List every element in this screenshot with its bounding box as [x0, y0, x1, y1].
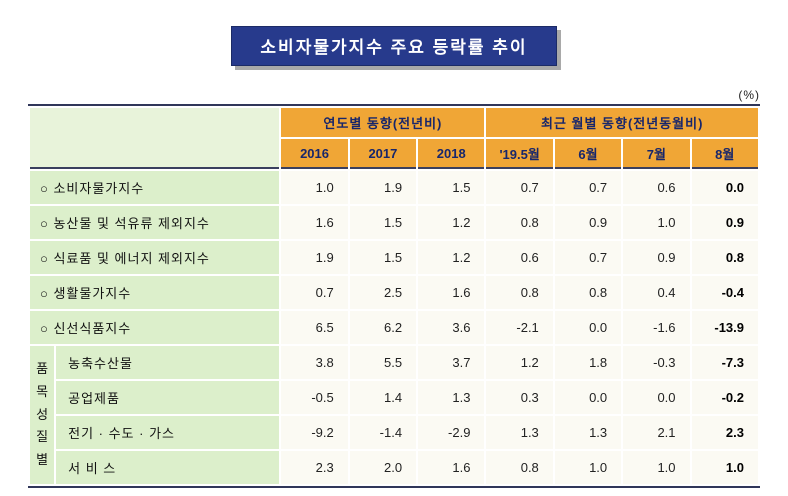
table-row-excl-food-energy: ○ 식료품 및 에너지 제외지수 1.9 1.5 1.2 0.6 0.7 0.9… — [30, 241, 758, 274]
value-cell: 3.6 — [418, 311, 485, 344]
col-group-year: 연도별 동향(전년비) — [281, 108, 485, 137]
col-header-2017: 2017 — [349, 139, 417, 169]
value-cell: 0.9 — [554, 206, 622, 239]
value-cell: 3.8 — [281, 346, 348, 379]
col-group-month: 최근 월별 동향(전년동월비) — [486, 108, 758, 137]
col-header-2016: 2016 — [281, 139, 348, 169]
value-cell: 0.7 — [281, 276, 348, 309]
value-cell: -9.2 — [281, 416, 348, 449]
value-cell: 2.5 — [349, 276, 417, 309]
value-cell: 1.9 — [281, 241, 348, 274]
value-cell: 2.3 — [281, 451, 348, 484]
value-cell: 1.0 — [281, 171, 348, 204]
value-cell: -0.4 — [691, 276, 758, 309]
value-cell: -2.1 — [486, 311, 553, 344]
value-cell: 0.9 — [691, 206, 758, 239]
value-cell: 1.6 — [418, 451, 485, 484]
value-cell: 0.7 — [486, 171, 553, 204]
value-cell: 1.3 — [554, 416, 622, 449]
value-cell: 0.0 — [554, 311, 622, 344]
value-cell: 2.1 — [623, 416, 690, 449]
value-cell: 1.2 — [418, 206, 485, 239]
unit-label: (%) — [738, 88, 760, 102]
row-label: 공업제품 — [56, 381, 280, 414]
value-cell: 1.8 — [554, 346, 622, 379]
value-cell: -7.3 — [691, 346, 758, 379]
row-label: 전기 · 수도 · 가스 — [56, 416, 280, 449]
value-cell: 0.0 — [623, 381, 690, 414]
value-cell: -1.6 — [623, 311, 690, 344]
value-cell: 0.8 — [486, 276, 553, 309]
row-label: 서 비 스 — [56, 451, 280, 484]
value-cell: 0.6 — [486, 241, 553, 274]
row-label: ○ 식료품 및 에너지 제외지수 — [30, 241, 280, 274]
value-cell: 0.7 — [554, 171, 622, 204]
header-group-row: 연도별 동향(전년비) 최근 월별 동향(전년동월비) — [30, 108, 758, 169]
value-cell: 0.8 — [554, 276, 622, 309]
row-label: ○ 농산물 및 석유류 제외지수 — [30, 206, 280, 239]
value-cell: -1.4 — [349, 416, 417, 449]
value-cell: -13.9 — [691, 311, 758, 344]
corner-cell — [30, 108, 280, 169]
table-row-industrial: 공업제품 -0.5 1.4 1.3 0.3 0.0 0.0 -0.2 — [30, 381, 758, 414]
value-cell: 1.0 — [691, 451, 758, 484]
col-header-aug: 8월 — [691, 139, 758, 169]
value-cell: 1.2 — [486, 346, 553, 379]
value-cell: 0.0 — [554, 381, 622, 414]
table-row-excl-agri-oil: ○ 농산물 및 석유류 제외지수 1.6 1.5 1.2 0.8 0.9 1.0… — [30, 206, 758, 239]
value-cell: -0.5 — [281, 381, 348, 414]
col-header-jul: 7월 — [623, 139, 690, 169]
row-label: 농축수산물 — [56, 346, 280, 379]
table-row-utilities: 전기 · 수도 · 가스 -9.2 -1.4 -2.9 1.3 1.3 2.1 … — [30, 416, 758, 449]
value-cell: 0.0 — [691, 171, 758, 204]
value-cell: -2.9 — [418, 416, 485, 449]
table-row-cpi: ○ 소비자물가지수 1.0 1.9 1.5 0.7 0.7 0.6 0.0 — [30, 171, 758, 204]
value-cell: 0.4 — [623, 276, 690, 309]
value-cell: -0.3 — [623, 346, 690, 379]
value-cell: 0.7 — [554, 241, 622, 274]
value-cell: 0.8 — [691, 241, 758, 274]
value-cell: 0.6 — [623, 171, 690, 204]
value-cell: -0.2 — [691, 381, 758, 414]
row-label: ○ 생활물가지수 — [30, 276, 280, 309]
value-cell: 1.3 — [418, 381, 485, 414]
table-row-services: 서 비 스 2.3 2.0 1.6 0.8 1.0 1.0 1.0 — [30, 451, 758, 484]
value-cell: 1.5 — [418, 171, 485, 204]
table-row-living-price: ○ 생활물가지수 0.7 2.5 1.6 0.8 0.8 0.4 -0.4 — [30, 276, 758, 309]
value-cell: 1.0 — [554, 451, 622, 484]
title-banner-row: 소비자물가지수 주요 등락률 추이 — [0, 0, 788, 66]
cpi-table: 연도별 동향(전년비) 최근 월별 동향(전년동월비) 2016 2017 20… — [28, 104, 760, 488]
table-row-fresh-food: ○ 신선식품지수 6.5 6.2 3.6 -2.1 0.0 -1.6 -13.9 — [30, 311, 758, 344]
value-cell: 1.5 — [349, 241, 417, 274]
group-label-vertical: 품목성질별 — [30, 346, 55, 484]
row-label: ○ 소비자물가지수 — [30, 171, 280, 204]
value-cell: 5.5 — [349, 346, 417, 379]
value-cell: 0.8 — [486, 206, 553, 239]
value-cell: 1.0 — [623, 451, 690, 484]
value-cell: 6.2 — [349, 311, 417, 344]
value-cell: 1.9 — [349, 171, 417, 204]
table-row-agri-livestock: 품목성질별 농축수산물 3.8 5.5 3.7 1.2 1.8 -0.3 -7.… — [30, 346, 758, 484]
header-year-row: 2016 2017 2018 '19.5월 6월 7월 8월 — [30, 139, 758, 169]
value-cell: 1.4 — [349, 381, 417, 414]
value-cell: 0.9 — [623, 241, 690, 274]
value-cell: 2.0 — [349, 451, 417, 484]
row-label: ○ 신선식품지수 — [30, 311, 280, 344]
value-cell: 1.6 — [418, 276, 485, 309]
value-cell: 2.3 — [691, 416, 758, 449]
value-cell: 1.6 — [281, 206, 348, 239]
value-cell: 3.7 — [418, 346, 485, 379]
value-cell: 0.3 — [486, 381, 553, 414]
col-header-may19: '19.5월 — [486, 139, 553, 169]
page-title: 소비자물가지수 주요 등락률 추이 — [231, 26, 557, 66]
value-cell: 1.2 — [418, 241, 485, 274]
value-cell: 1.5 — [349, 206, 417, 239]
value-cell: 1.0 — [623, 206, 690, 239]
value-cell: 6.5 — [281, 311, 348, 344]
value-cell: 0.8 — [486, 451, 553, 484]
col-header-jun: 6월 — [554, 139, 622, 169]
col-header-2018: 2018 — [418, 139, 485, 169]
value-cell: 1.3 — [486, 416, 553, 449]
